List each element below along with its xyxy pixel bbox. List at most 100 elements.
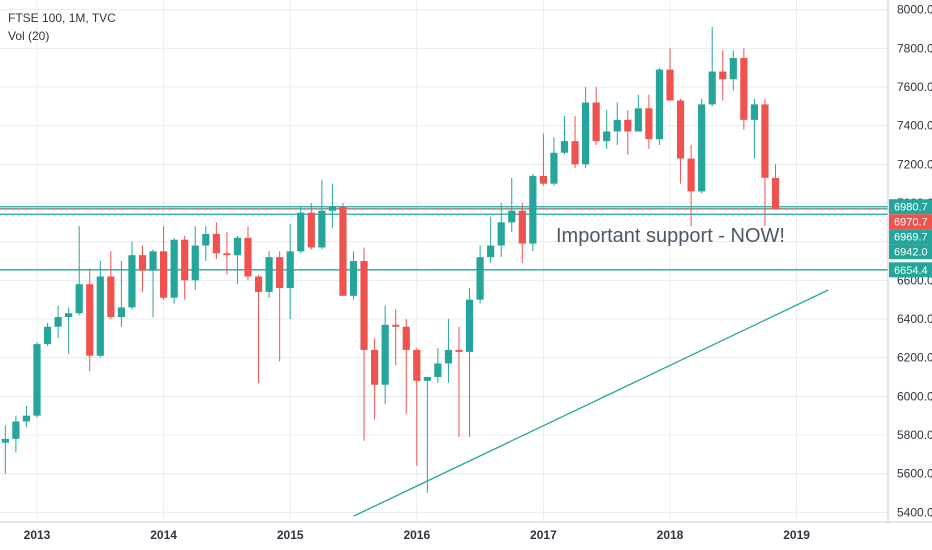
price-label-text: 6969.7 xyxy=(894,232,928,244)
candle xyxy=(276,251,284,362)
candle xyxy=(666,48,674,101)
candle-body xyxy=(687,158,695,192)
candle-body xyxy=(750,104,758,120)
candle-body xyxy=(508,210,516,223)
candles xyxy=(1,27,780,493)
candle-body xyxy=(381,324,389,385)
candle xyxy=(328,183,336,229)
y-tick-label: 6200.0 xyxy=(897,351,932,365)
candle-body xyxy=(65,313,73,318)
candle xyxy=(624,110,632,155)
candle xyxy=(318,179,326,250)
candle xyxy=(455,326,463,437)
candle xyxy=(771,164,780,209)
candle-body xyxy=(624,119,632,132)
x-tick-label: 2019 xyxy=(783,528,810,542)
candle-body xyxy=(676,100,685,159)
candle-body xyxy=(75,284,83,314)
candle-body xyxy=(392,324,400,327)
candle xyxy=(128,241,136,310)
price-label-bg xyxy=(889,244,932,260)
price-label-bg xyxy=(889,262,932,278)
candle xyxy=(687,145,695,227)
support-lines xyxy=(0,206,888,271)
y-tick-label: 7200.0 xyxy=(897,157,932,171)
candle-body xyxy=(244,237,252,277)
price-label-bg xyxy=(889,214,932,230)
candle xyxy=(740,48,748,130)
candle xyxy=(371,338,379,420)
candle-body xyxy=(43,326,52,345)
candle-body xyxy=(571,141,579,165)
price-label: 6942.0 xyxy=(889,244,932,260)
price-label-text: 6654.4 xyxy=(894,265,928,277)
candle-body xyxy=(96,276,104,356)
candle-body xyxy=(761,104,769,178)
x-tick-label: 2014 xyxy=(150,528,177,542)
candle-body xyxy=(582,102,590,165)
candle xyxy=(233,235,242,285)
candle xyxy=(202,226,210,261)
candle-body xyxy=(212,233,220,254)
time-axis[interactable]: 2013 2014 2015 2016 2017 2018 2019 xyxy=(0,521,932,542)
candle xyxy=(645,94,653,149)
candle-body xyxy=(297,212,305,252)
candle-body xyxy=(719,71,727,80)
candle-body xyxy=(487,245,495,258)
trendline xyxy=(353,289,829,517)
candle xyxy=(75,226,83,316)
candle xyxy=(719,50,727,101)
candle xyxy=(65,307,73,354)
candle xyxy=(497,203,505,258)
candle-body xyxy=(339,206,347,296)
candle xyxy=(96,261,104,358)
candle-body xyxy=(1,438,9,443)
candle-body xyxy=(170,239,178,298)
candle xyxy=(170,237,178,304)
candle xyxy=(539,133,547,186)
candle-body xyxy=(729,58,737,80)
candle-body xyxy=(318,210,326,248)
candle-body xyxy=(423,377,431,381)
candle-body xyxy=(360,261,368,350)
grid xyxy=(0,0,888,522)
candle-body xyxy=(117,307,125,318)
candle-body xyxy=(254,276,263,292)
candle-body xyxy=(529,175,537,244)
candle xyxy=(603,110,611,149)
candle-body xyxy=(54,317,62,327)
candle-body xyxy=(22,415,31,422)
candle xyxy=(434,348,442,383)
price-label-text: 6980.7 xyxy=(894,202,928,214)
candle xyxy=(297,206,305,254)
candle-body xyxy=(634,108,642,132)
candle-body xyxy=(233,237,242,256)
candle xyxy=(86,268,94,372)
candle-body xyxy=(12,421,20,439)
candle-body xyxy=(518,210,526,244)
price-label-text: 6970.7 xyxy=(894,217,928,229)
candle xyxy=(444,319,453,383)
y-tick-label: 6000.0 xyxy=(897,389,932,403)
candle-body xyxy=(149,251,157,271)
price-axis[interactable]: 5400.05600.05800.06000.06200.06400.06600… xyxy=(887,0,932,522)
candle xyxy=(54,305,62,339)
candle xyxy=(750,98,758,159)
y-tick-label: 5400.0 xyxy=(897,505,932,519)
candle-body xyxy=(613,119,621,132)
candle xyxy=(582,87,590,169)
y-tick-label: 5600.0 xyxy=(897,467,932,481)
price-label: 6969.7 xyxy=(889,229,932,245)
candle xyxy=(244,226,252,281)
candle-body xyxy=(771,177,780,209)
candle xyxy=(465,288,474,437)
candle-body xyxy=(560,141,569,153)
x-tick-label: 2015 xyxy=(277,528,304,542)
candle xyxy=(265,251,273,298)
y-tick-label: 6400.0 xyxy=(897,312,932,326)
candle-body xyxy=(286,251,294,289)
y-tick-label: 5800.0 xyxy=(897,428,932,442)
y-tick-label: 7600.0 xyxy=(897,80,932,94)
